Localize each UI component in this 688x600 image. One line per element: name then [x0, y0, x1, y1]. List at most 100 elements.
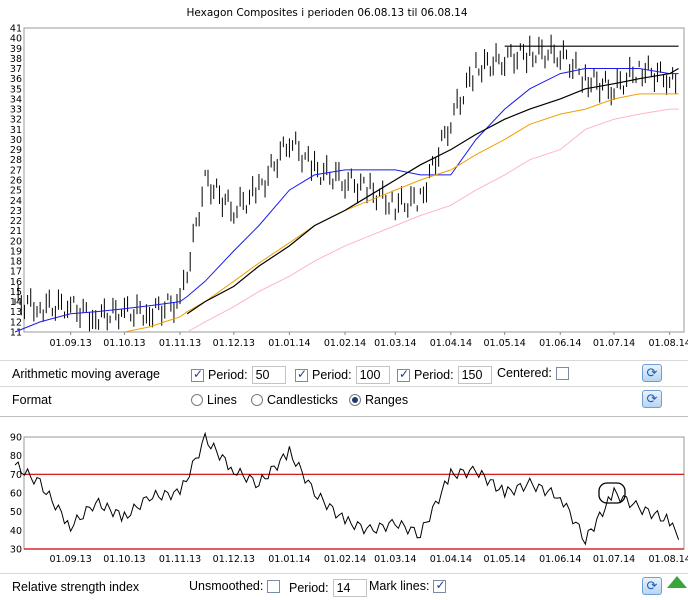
ma2-checkbox[interactable] [295, 367, 308, 382]
rsi-x-tick-label: 01.12.13 [213, 554, 255, 565]
format-refresh-icon[interactable]: ⟳ [642, 390, 662, 408]
y-tick-label: 40 [10, 34, 22, 45]
y-tick-label: 30 [10, 135, 22, 146]
y-tick-label: 36 [10, 74, 22, 85]
rsi-x-tick-label: 01.04.14 [430, 554, 472, 565]
ma2-period-label: Period: [312, 368, 352, 382]
x-tick-label: 01.05.14 [483, 338, 525, 349]
rsi-x-tick-label: 01.09.13 [49, 554, 91, 565]
y-tick-label: 26 [10, 176, 22, 187]
x-tick-label: 01.11.13 [159, 338, 201, 349]
ma1-period-label: Period: [208, 368, 248, 382]
rsi-x-tick-label: 01.06.14 [539, 554, 581, 565]
rsi-x-tick-label: 01.02.14 [324, 554, 366, 565]
y-tick-label: 19 [10, 246, 22, 257]
x-tick-label: 01.08.14 [648, 338, 688, 349]
rsi-x-tick-label: 01.11.13 [159, 554, 201, 565]
y-tick-label: 12 [10, 317, 22, 328]
rsi-x-tick-label: 01.10.13 [103, 554, 145, 565]
y-tick-label: 41 [10, 24, 22, 35]
ranges-radio-label: Ranges [365, 393, 409, 407]
candlesticks-radio[interactable] [251, 394, 263, 406]
rsi-y-tick-label: 90 [10, 433, 22, 444]
rsi-y-tick-label: 40 [10, 526, 22, 537]
format-label: Format [12, 393, 52, 407]
ma3-period-input[interactable]: 150 [457, 366, 492, 384]
x-tick-label: 01.07.14 [593, 338, 635, 349]
y-tick-label: 31 [10, 125, 22, 136]
unsmoothed-checkbox[interactable] [267, 579, 281, 593]
x-tick-label: 01.01.14 [268, 338, 310, 349]
centered-checkbox[interactable] [555, 366, 569, 380]
x-tick-label: 01.09.13 [49, 338, 91, 349]
y-tick-label: 21 [10, 226, 22, 237]
rsi-annotation-box [598, 482, 626, 504]
y-tick-label: 11 [10, 328, 22, 339]
ma3-period-label: Period: [414, 368, 454, 382]
rsi-refresh-icon[interactable]: ⟳ [642, 577, 662, 595]
rsi-y-tick-label: 80 [10, 451, 22, 462]
up-arrow-icon[interactable] [667, 576, 687, 588]
rsi-period-input[interactable]: 14 [332, 579, 367, 597]
x-tick-label: 01.03.14 [374, 338, 416, 349]
moving-average-row: Arithmetic moving average Period: 50 Per… [0, 360, 688, 387]
y-tick-label: 38 [10, 54, 22, 65]
y-tick-label: 32 [10, 115, 22, 126]
y-tick-label: 37 [10, 64, 22, 75]
y-tick-label: 28 [10, 155, 22, 166]
x-tick-label: 01.02.14 [324, 338, 366, 349]
x-tick-label: 01.12.13 [213, 338, 255, 349]
centered-label: Centered: [497, 366, 552, 380]
y-tick-label: 33 [10, 105, 22, 116]
ma50-line [14, 68, 679, 333]
y-tick-label: 27 [10, 165, 22, 176]
y-tick-label: 29 [10, 145, 22, 156]
y-tick-label: 35 [10, 84, 22, 95]
y-tick-label: 17 [10, 267, 22, 278]
rsi-y-tick-label: 30 [10, 545, 22, 556]
price-chart: Hexagon Composites i perioden 06.08.13 t… [10, 7, 688, 349]
ranges-radio[interactable] [349, 394, 361, 406]
ma-refresh-icon[interactable]: ⟳ [642, 364, 662, 382]
y-tick-label: 34 [10, 94, 22, 105]
y-tick-label: 18 [10, 257, 22, 268]
rsi-label: Relative strength index [12, 580, 140, 594]
y-tick-label: 16 [10, 277, 22, 288]
price-chart-panel: Hexagon Composites i perioden 06.08.13 t… [9, 7, 688, 349]
rsi-plot-area [23, 436, 685, 550]
x-tick-label: 01.06.14 [539, 338, 581, 349]
x-tick-label: 01.04.14 [430, 338, 472, 349]
y-tick-label: 13 [10, 307, 22, 318]
moving-average-label: Arithmetic moving average [12, 367, 160, 381]
lines-radio[interactable] [191, 394, 203, 406]
format-row: Format Lines Candlesticks Ranges ⟳ [0, 386, 688, 413]
y-tick-label: 24 [10, 196, 22, 207]
rsi-chart: 30 40 50 60 70 80 90 01.09.13 01.10.13 01.11.13 0… [10, 431, 688, 565]
rsi-y-tick-label: 60 [10, 489, 22, 500]
y-tick-label: 14 [10, 297, 22, 308]
ma1-checkbox[interactable] [191, 367, 204, 382]
chart-title: Hexagon Composites i perioden 06.08.13 t… [186, 7, 467, 19]
rsi-x-tick-label: 01.08.14 [648, 554, 688, 565]
y-tick-label: 23 [10, 206, 22, 217]
rsi-row: Relative strength index Unsmoothed: Peri… [0, 573, 688, 600]
mark-lines-checkbox[interactable] [433, 578, 447, 593]
ma150-line [186, 108, 679, 333]
x-tick-label: 01.10.13 [103, 338, 145, 349]
mark-lines-label: Mark lines: [369, 579, 430, 593]
rsi-chart-panel: 30 40 50 60 70 80 90 01.09.13 01.10.13 01.11.13 0… [0, 416, 688, 571]
ma1-period-input[interactable]: 50 [251, 366, 286, 384]
trend-line [186, 67, 679, 315]
rsi-x-tick-label: 01.01.14 [268, 554, 310, 565]
rsi-x-tick-label: 01.05.14 [483, 554, 525, 565]
rsi-period-label: Period: [289, 581, 329, 595]
candlesticks-radio-label: Candlesticks [267, 393, 338, 407]
lines-radio-label: Lines [207, 393, 237, 407]
ma3-checkbox[interactable] [397, 367, 410, 382]
rsi-y-tick-label: 70 [10, 470, 22, 481]
ma2-period-input[interactable]: 100 [355, 366, 390, 384]
y-tick-label: 22 [10, 216, 22, 227]
unsmoothed-label: Unsmoothed: [189, 579, 264, 593]
rsi-line [14, 431, 680, 546]
y-tick-label: 25 [10, 186, 22, 197]
